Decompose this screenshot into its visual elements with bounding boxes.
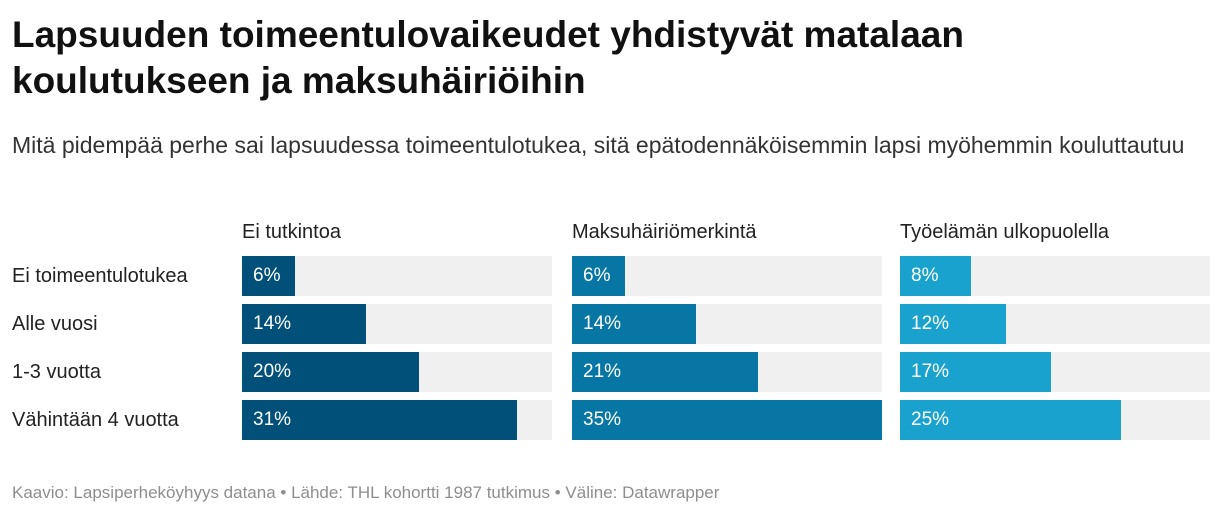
bar-value-label: 17% bbox=[911, 361, 950, 382]
bar-track: 31% bbox=[242, 400, 552, 440]
bar-value-label: 8% bbox=[911, 265, 939, 286]
bar-value-label: 35% bbox=[583, 409, 622, 430]
bar-track: 25% bbox=[900, 400, 1210, 440]
bar-track: 17% bbox=[900, 352, 1210, 392]
bar-value-label: 31% bbox=[253, 409, 292, 430]
bar-value-label: 12% bbox=[911, 313, 950, 334]
row-label: 1-3 vuotta bbox=[12, 361, 101, 383]
row-label: Alle vuosi bbox=[12, 313, 98, 335]
bar-value-label: 14% bbox=[583, 313, 622, 334]
bar bbox=[900, 256, 971, 296]
chart-title: Lapsuuden toimeentulovaikeudet yhdistyvä… bbox=[12, 14, 964, 101]
bar-track: 12% bbox=[900, 304, 1210, 344]
bar-track: 14% bbox=[242, 304, 552, 344]
bar-value-label: 14% bbox=[253, 313, 292, 334]
column-header: Ei tutkintoa bbox=[242, 221, 341, 243]
bar bbox=[572, 304, 696, 344]
bar bbox=[572, 400, 882, 440]
column-header: Työelämän ulkopuolella bbox=[900, 221, 1110, 243]
chart-subtitle: Mitä pidempää perhe sai lapsuudessa toim… bbox=[12, 132, 1185, 158]
row-label: Vähintään 4 vuotta bbox=[12, 409, 179, 431]
bar-value-label: 21% bbox=[583, 361, 622, 382]
bar-value-label: 6% bbox=[253, 265, 281, 286]
bar bbox=[242, 400, 517, 440]
column-header: Maksuhäiriömerkintä bbox=[572, 221, 757, 243]
bar bbox=[242, 304, 366, 344]
bar-track: 20% bbox=[242, 352, 552, 392]
bar bbox=[900, 304, 1006, 344]
bar-track: 21% bbox=[572, 352, 882, 392]
bar bbox=[242, 352, 419, 392]
bar bbox=[900, 352, 1051, 392]
bar-track: 6% bbox=[242, 256, 552, 296]
bar-value-label: 20% bbox=[253, 361, 292, 382]
bar-track: 35% bbox=[572, 400, 882, 440]
bar bbox=[572, 256, 625, 296]
bar-track: 8% bbox=[900, 256, 1210, 296]
chart-footer: Kaavio: Lapsiperheköyhyys datana • Lähde… bbox=[12, 483, 720, 502]
bar bbox=[900, 400, 1121, 440]
bar bbox=[242, 256, 295, 296]
bar-track: 14% bbox=[572, 304, 882, 344]
bar-value-label: 25% bbox=[911, 409, 950, 430]
bar bbox=[572, 352, 758, 392]
row-label: Ei toimeentulotukea bbox=[12, 265, 188, 287]
bar-track: 6% bbox=[572, 256, 882, 296]
bar-value-label: 6% bbox=[583, 265, 611, 286]
